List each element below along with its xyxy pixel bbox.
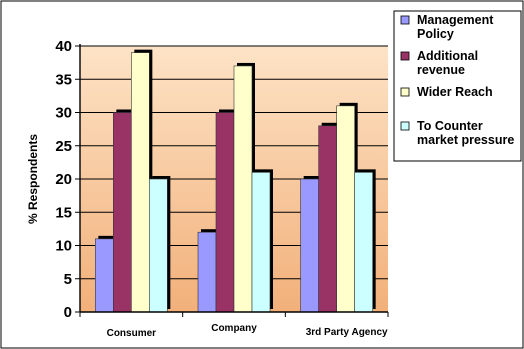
legend-label: Additional: [417, 49, 478, 63]
legend-swatch: [400, 51, 410, 61]
bar: [300, 178, 319, 313]
y-tick-label: 35: [55, 71, 72, 88]
bar: [251, 172, 271, 313]
x-category-label: Consumer: [107, 328, 157, 339]
bar: [197, 231, 217, 313]
y-tick-label: 40: [55, 38, 72, 55]
legend-label: market pressure: [417, 133, 514, 147]
legend-label: To Counter: [417, 119, 483, 133]
bar: [233, 65, 253, 313]
axes: 0 5 10 15 20 25 30 35 40 Consumer Company 3rd Party…: [55, 38, 389, 339]
legend-label: Policy: [417, 27, 454, 41]
legend-swatch: [400, 15, 410, 25]
bar: [95, 238, 114, 313]
bars: [95, 49, 376, 313]
y-axis-label: % Respondents: [26, 134, 40, 224]
y-tick-label: 20: [55, 171, 72, 188]
y-tick-label: 30: [55, 105, 72, 122]
y-tick-label: 0: [64, 304, 72, 321]
bar: [149, 178, 168, 313]
y-tick-label: 25: [55, 138, 72, 155]
bar: [318, 125, 337, 313]
bar: [354, 172, 373, 313]
y-tick-label: 10: [55, 238, 72, 255]
x-category-label: 3rd Party Agency: [306, 327, 388, 338]
legend-box: [393, 10, 522, 162]
legend-label: Management: [417, 13, 494, 27]
legend-swatch: [400, 87, 410, 97]
legend-label: revenue: [417, 63, 465, 77]
y-tick-label: 15: [55, 204, 72, 221]
legend-label: Wider Reach: [417, 85, 493, 99]
x-category-label: Company: [211, 323, 257, 334]
legend-swatch: [400, 121, 410, 131]
bar: [131, 52, 150, 313]
bar: [113, 112, 132, 313]
y-tick-label: 5: [64, 271, 72, 288]
bar: [215, 112, 235, 313]
bar: [336, 105, 355, 313]
